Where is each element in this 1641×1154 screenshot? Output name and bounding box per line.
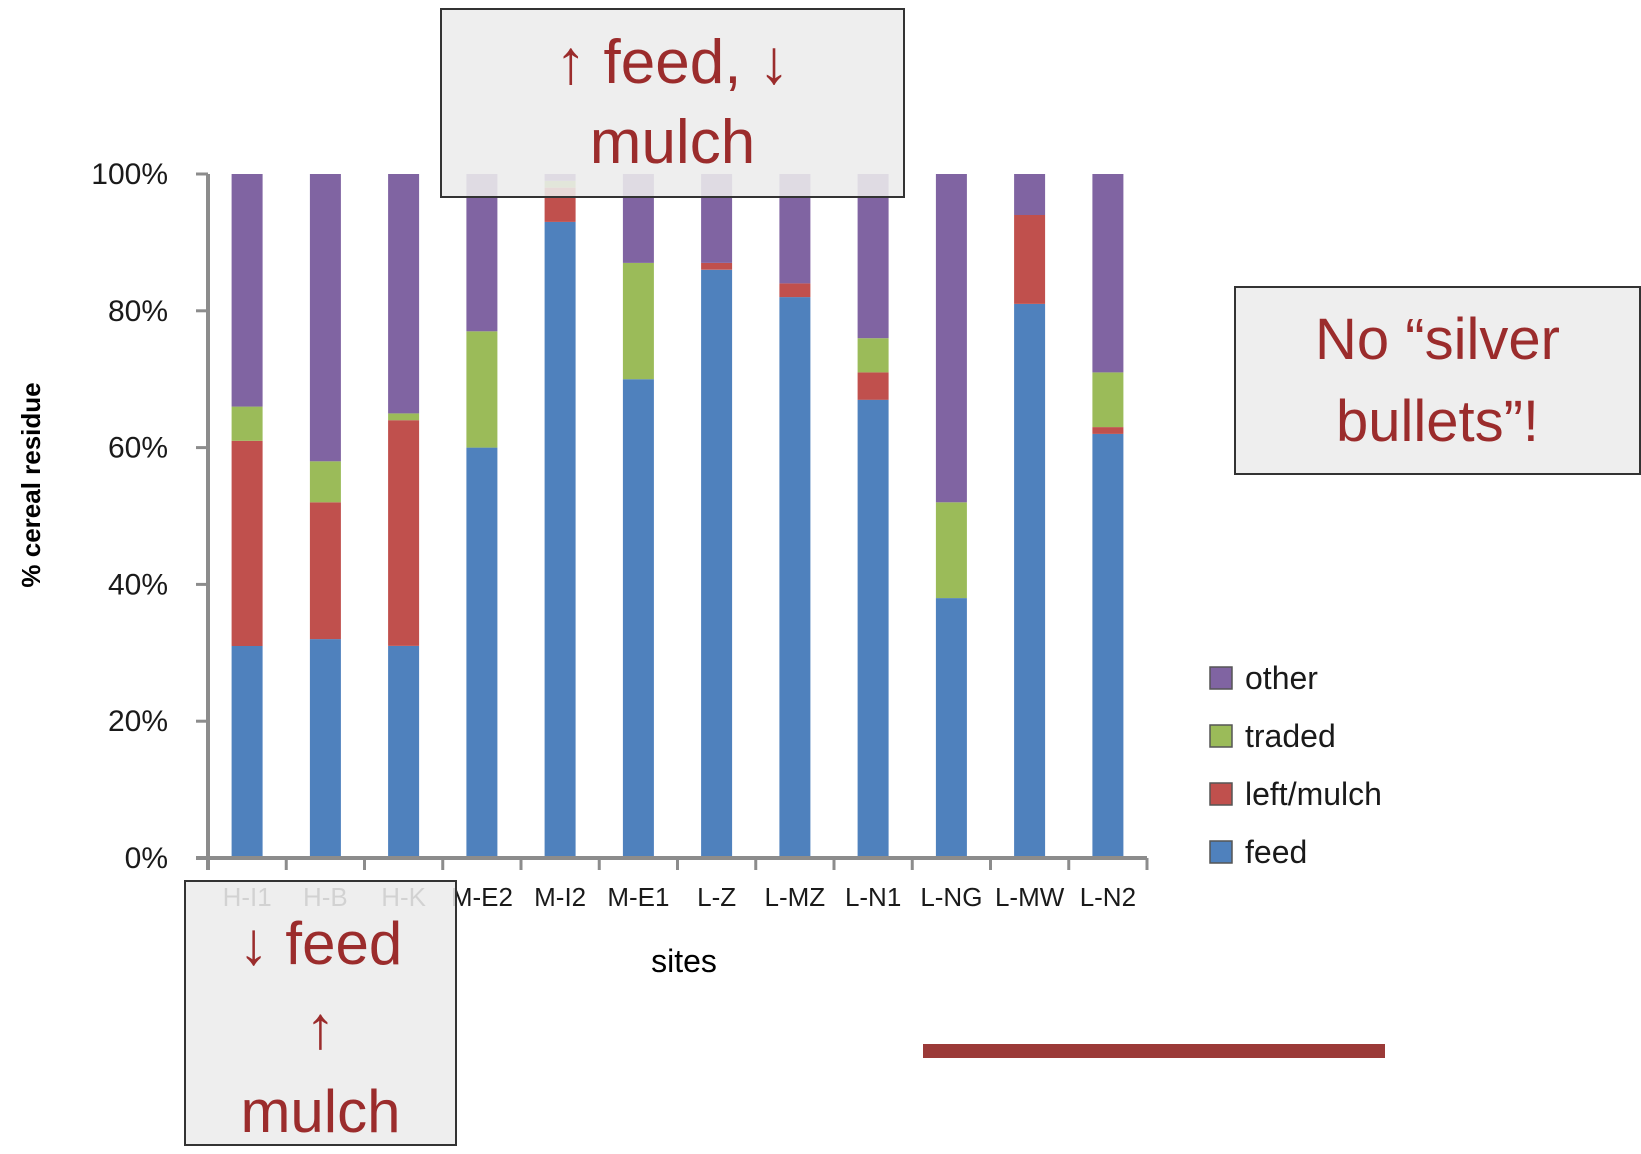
bar-segment-left-mulch-h-i1 (231, 440, 263, 646)
y-tick-labels: 0% 20% 40% 60% 80% 100% (91, 158, 168, 875)
annotation-top-callout: ↑ feed, ↓ mulch (440, 8, 905, 198)
annotation-right-text: No “silver bullets”! (1315, 306, 1560, 454)
legend-label: feed (1245, 834, 1307, 870)
bar-segment-traded-h-i1 (231, 406, 263, 441)
x-tick-label: M-E2 (451, 882, 513, 912)
bar-segment-left-mulch-l-mz (779, 283, 811, 298)
x-tick-label: M-I2 (534, 882, 586, 912)
legend-label: traded (1245, 718, 1336, 754)
bar-segment-traded-l-n1 (857, 338, 889, 373)
legend-swatch-other (1209, 666, 1233, 690)
y-tick-label: 60% (108, 432, 168, 465)
bar-segment-feed-m-e2 (466, 447, 498, 858)
bar-segment-other-h-b (309, 174, 341, 462)
x-axis-title: sites (651, 943, 717, 979)
bar-segment-traded-l-n2 (1092, 372, 1124, 428)
annotation-right-callout: No “silver bullets”! (1234, 286, 1641, 475)
bar-segment-other-l-mw (1014, 174, 1046, 215)
bar-segment-feed-l-z (701, 269, 733, 858)
y-tick-label: 80% (108, 295, 168, 328)
bar-segment-feed-l-n1 (857, 399, 889, 858)
legend-label: left/mulch (1245, 776, 1382, 812)
legend-swatch-feed (1209, 840, 1233, 864)
y-tick-label: 100% (91, 158, 168, 191)
bar-segment-traded-l-ng (935, 502, 967, 599)
x-tick-label: L-MW (995, 882, 1065, 912)
bar-segment-feed-m-i2 (544, 221, 576, 858)
x-tick-labels: H-I1H-BH-KM-E2M-I2M-E1L-ZL-MZL-N1L-NGL-M… (223, 882, 1136, 912)
annotation-top-text: ↑ feed, ↓ mulch (555, 28, 790, 177)
bar-segment-other-h-i1 (231, 174, 263, 407)
bar-segment-feed-h-i1 (231, 646, 263, 858)
bar-segment-left-mulch-l-mw (1014, 215, 1046, 304)
bar-segment-other-l-ng (935, 174, 967, 503)
bar-segment-feed-l-mz (779, 297, 811, 859)
x-tick-label: L-N1 (845, 882, 901, 912)
bars-group (231, 174, 1124, 859)
axes-group (196, 172, 1149, 870)
x-tick-label: L-MZ (765, 882, 826, 912)
legend-label: other (1245, 660, 1318, 696)
bar-segment-other-h-k (388, 174, 420, 414)
bar-segment-left-mulch-l-n1 (857, 372, 889, 400)
bar-segment-traded-h-b (309, 461, 341, 503)
legend-swatch-left-mulch (1209, 782, 1233, 806)
x-tick-label: L-N2 (1080, 882, 1136, 912)
bar-segment-feed-l-ng (935, 598, 967, 858)
bar-segment-other-m-e2 (466, 174, 498, 332)
bar-segment-feed-h-k (388, 646, 420, 858)
y-tick-label: 20% (108, 705, 168, 738)
bar-segment-feed-l-n2 (1092, 433, 1124, 858)
bar-segment-other-l-n1 (857, 174, 889, 339)
legend-swatch-traded (1209, 724, 1233, 748)
y-tick-label: 0% (125, 842, 168, 875)
bar-segment-left-mulch-l-n2 (1092, 427, 1124, 434)
bar-segment-left-mulch-h-k (388, 420, 420, 646)
y-tick-label: 40% (108, 568, 168, 601)
bar-segment-feed-l-mw (1014, 304, 1046, 858)
x-tick-label: L-Z (697, 882, 736, 912)
x-tick-label: M-E1 (607, 882, 669, 912)
bar-segment-other-l-n2 (1092, 174, 1124, 373)
y-axis-title: % cereal residue (16, 382, 46, 587)
bar-segment-traded-m-e2 (466, 331, 498, 448)
bar-segment-left-mulch-l-z (701, 262, 733, 270)
x-tick-label: L-NG (920, 882, 982, 912)
legend: other traded left/mulch feed (1209, 660, 1382, 870)
bar-segment-feed-h-b (309, 639, 341, 858)
decorative-red-line (923, 1044, 1385, 1058)
annotation-bottom-text: ↓ feed ↑ mulch (238, 910, 403, 1145)
bar-segment-left-mulch-h-b (309, 502, 341, 640)
bar-segment-traded-h-k (388, 413, 420, 421)
bar-segment-feed-m-e1 (622, 379, 654, 858)
bar-segment-traded-m-e1 (622, 262, 654, 380)
annotation-bottom-callout: ↓ feed ↑ mulch (184, 880, 457, 1146)
